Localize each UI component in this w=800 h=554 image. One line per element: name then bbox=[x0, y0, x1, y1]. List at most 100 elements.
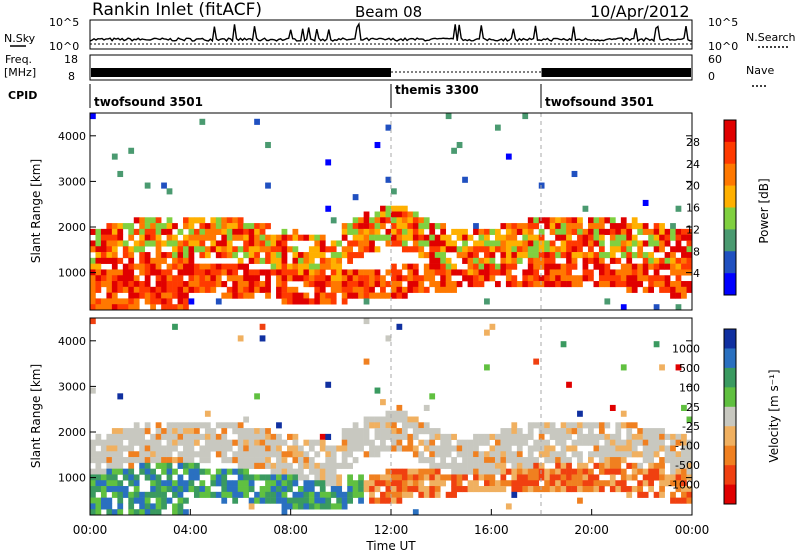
power-cell bbox=[407, 211, 414, 218]
power-cell bbox=[319, 257, 326, 264]
power-cell bbox=[336, 269, 343, 276]
velocity-cell bbox=[183, 422, 189, 429]
power-cell bbox=[265, 246, 271, 253]
velocity-cell bbox=[144, 445, 151, 452]
x-tick-label: 12:00 bbox=[374, 523, 409, 537]
power-cell bbox=[111, 292, 118, 299]
power-cell bbox=[106, 240, 113, 247]
y-tick-label: 2000 bbox=[58, 426, 86, 439]
velocity-cell bbox=[615, 468, 622, 475]
power-cell bbox=[128, 298, 135, 305]
velocity-cell bbox=[363, 486, 370, 493]
velocity-cell bbox=[620, 457, 627, 464]
velocity-cell bbox=[374, 480, 381, 487]
power-cell bbox=[363, 234, 370, 241]
power-cell bbox=[215, 252, 222, 259]
power-cell bbox=[577, 240, 583, 247]
power-cell bbox=[183, 263, 189, 270]
power-cell bbox=[221, 217, 228, 224]
power-cell bbox=[445, 275, 452, 282]
power-cell bbox=[155, 286, 162, 293]
velocity-cell bbox=[248, 445, 255, 452]
power-cell bbox=[555, 252, 561, 259]
velocity-cell bbox=[352, 486, 359, 493]
velocity-cell bbox=[111, 439, 118, 446]
power-cell bbox=[494, 281, 501, 288]
velocity-cell bbox=[588, 480, 594, 487]
power-cell bbox=[150, 298, 156, 305]
power-cell bbox=[412, 234, 419, 241]
power-cell bbox=[139, 281, 146, 288]
velocity-cell bbox=[166, 457, 173, 464]
colorbar-tick-label: 4 bbox=[693, 267, 700, 280]
velocity-cell bbox=[308, 480, 315, 487]
velocity-cell bbox=[516, 433, 523, 440]
velocity-cell bbox=[456, 451, 463, 458]
power-cell bbox=[686, 228, 693, 235]
power-cell bbox=[675, 275, 682, 282]
power-cell bbox=[352, 292, 359, 299]
velocity-cell bbox=[281, 497, 288, 504]
power-cell bbox=[292, 257, 299, 264]
velocity-cell bbox=[150, 445, 156, 452]
power-cell bbox=[308, 263, 315, 270]
velocity-cell bbox=[369, 422, 375, 429]
power-cell bbox=[292, 292, 299, 299]
power-cell bbox=[522, 223, 529, 230]
power-cell bbox=[144, 228, 151, 235]
power-cell bbox=[287, 298, 293, 305]
power-cell bbox=[549, 217, 556, 224]
velocity-cell bbox=[478, 439, 485, 446]
x-tick-label: 04:00 bbox=[173, 523, 208, 537]
power-cell bbox=[511, 257, 518, 264]
velocity-cell bbox=[276, 491, 282, 498]
velocity-cell bbox=[434, 468, 441, 475]
velocity-cell bbox=[555, 474, 561, 481]
power-cell bbox=[609, 234, 616, 241]
power-cell bbox=[161, 275, 167, 282]
power-cell bbox=[210, 281, 217, 288]
power-cell bbox=[473, 246, 479, 253]
power-cell bbox=[237, 281, 244, 288]
velocity-cell bbox=[456, 439, 463, 446]
velocity-cell bbox=[363, 480, 370, 487]
velocity-cell bbox=[204, 445, 211, 452]
velocity-cell bbox=[593, 439, 600, 446]
velocity-cell bbox=[237, 491, 244, 498]
velocity-cell bbox=[664, 433, 671, 440]
velocity-cell bbox=[642, 445, 649, 452]
velocity-cell bbox=[604, 451, 611, 458]
velocity-cell bbox=[478, 468, 485, 475]
power-cell bbox=[352, 281, 359, 288]
power-cell bbox=[626, 228, 633, 235]
velocity-cell bbox=[270, 462, 277, 469]
power-cell bbox=[670, 234, 676, 241]
velocity-cell bbox=[133, 457, 140, 464]
power-cell bbox=[385, 281, 392, 288]
velocity-cell bbox=[210, 433, 217, 440]
velocity-cell bbox=[412, 486, 419, 493]
velocity-cell bbox=[128, 462, 135, 469]
velocity-cell bbox=[319, 445, 326, 452]
power-cell bbox=[352, 275, 359, 282]
power-cell bbox=[659, 240, 665, 247]
velocity-cell bbox=[462, 451, 468, 458]
velocity-cell bbox=[505, 480, 512, 487]
velocity-cell bbox=[117, 462, 124, 469]
velocity-cell bbox=[254, 474, 260, 481]
velocity-cell bbox=[106, 433, 113, 440]
velocity-cell bbox=[560, 468, 567, 475]
velocity-cell bbox=[270, 491, 277, 498]
power-cell bbox=[456, 246, 463, 253]
power-cell bbox=[265, 141, 271, 149]
power-cell bbox=[128, 275, 135, 282]
velocity-cell bbox=[122, 474, 129, 481]
power-cell bbox=[631, 263, 638, 270]
power-cell bbox=[90, 304, 96, 311]
power-cell bbox=[631, 234, 638, 241]
power-cell bbox=[161, 240, 167, 247]
velocity-cell bbox=[325, 445, 332, 452]
power-cell bbox=[478, 269, 485, 276]
power-cell bbox=[555, 246, 561, 253]
power-cell bbox=[620, 304, 627, 311]
